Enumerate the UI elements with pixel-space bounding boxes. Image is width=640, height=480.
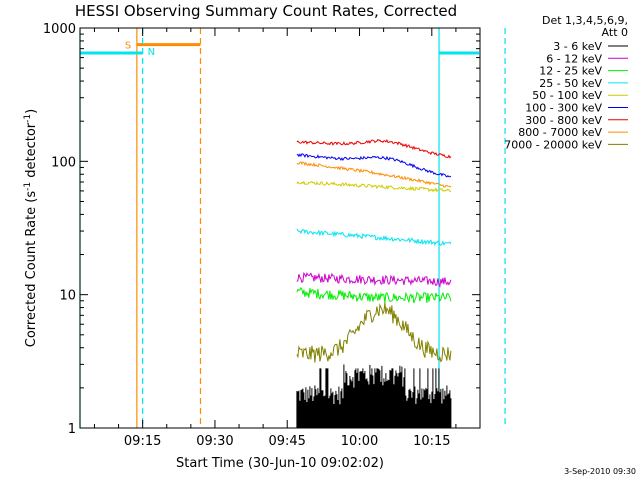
series-100-300-kev: [296, 153, 452, 178]
series-line: [296, 161, 452, 188]
y-tick-label: 100: [51, 155, 76, 170]
series-layer: [296, 138, 452, 428]
night-label: N: [148, 47, 155, 58]
series-12-25-kev: [296, 286, 452, 304]
annotation-layer: SN: [79, 28, 506, 428]
series-line: [296, 286, 452, 304]
chart-title: HESSI Observing Summary Count Rates, Cor…: [75, 2, 457, 20]
y-axis-label-sup2: -1: [23, 114, 33, 123]
y-axis-label-end: ): [24, 109, 39, 114]
series-line: [296, 138, 452, 159]
y-axis-label-main: Corrected Count Rate (s: [24, 191, 39, 348]
series-line: [296, 228, 452, 247]
legend-label: 50 - 100 keV: [532, 89, 602, 102]
y-tick-label: 10: [59, 289, 76, 304]
legend-label: 100 - 300 keV: [525, 102, 602, 115]
x-axis-label: Start Time (30-Jun-10 09:02:02): [176, 456, 384, 471]
series-line: [296, 153, 452, 178]
legend-label: 7000 - 20000 keV: [504, 138, 602, 151]
legend-header-line1: Det 1,3,4,5,6,9,: [542, 14, 628, 27]
tick-layer: 1 10 100 1000 09:15 09:30 09:45 10:00 10:15: [43, 22, 481, 449]
y-axis-label-mid: detector: [24, 122, 39, 182]
series-800-7000-kev: [296, 161, 452, 188]
legend-label: 12 - 25 keV: [539, 65, 602, 78]
series-7000-20000-kev: [296, 302, 452, 363]
legend-label: 300 - 800 keV: [525, 114, 602, 127]
y-tick-label: 1: [68, 422, 76, 437]
plot-frame: [79, 27, 481, 429]
series-300-800-kev: [296, 138, 452, 159]
series-line: [296, 302, 452, 363]
x-tick-label: 09:45: [268, 434, 305, 449]
y-tick-label: 1000: [43, 22, 76, 37]
plot-timestamp: 3-Sep-2010 09:30: [564, 467, 636, 476]
x-tick-label: 09:30: [196, 434, 233, 449]
legend-label: 3 - 6 keV: [553, 40, 602, 53]
series-3-6-kev: [296, 364, 452, 428]
legend-label: 6 - 12 keV: [546, 52, 602, 65]
legend-label: 800 - 7000 keV: [518, 126, 602, 139]
series-line: [296, 271, 452, 288]
x-tick-label: 10:00: [341, 434, 378, 449]
saa-label: S: [125, 41, 131, 52]
legend-label: 25 - 50 keV: [539, 77, 602, 90]
legend-header-line2: Att 0: [602, 26, 628, 39]
series-line: [296, 364, 452, 428]
y-axis-label: Corrected Count Rate (s-1 detector-1): [23, 109, 39, 347]
x-tick-label: 10:15: [413, 434, 450, 449]
series-6-12-kev: [296, 271, 452, 288]
series-line: [296, 180, 452, 193]
x-tick-label: 09:15: [124, 434, 161, 449]
series-25-50-kev: [296, 228, 452, 247]
series-50-100-kev: [296, 180, 452, 193]
y-axis-label-sup1: -1: [23, 182, 33, 191]
